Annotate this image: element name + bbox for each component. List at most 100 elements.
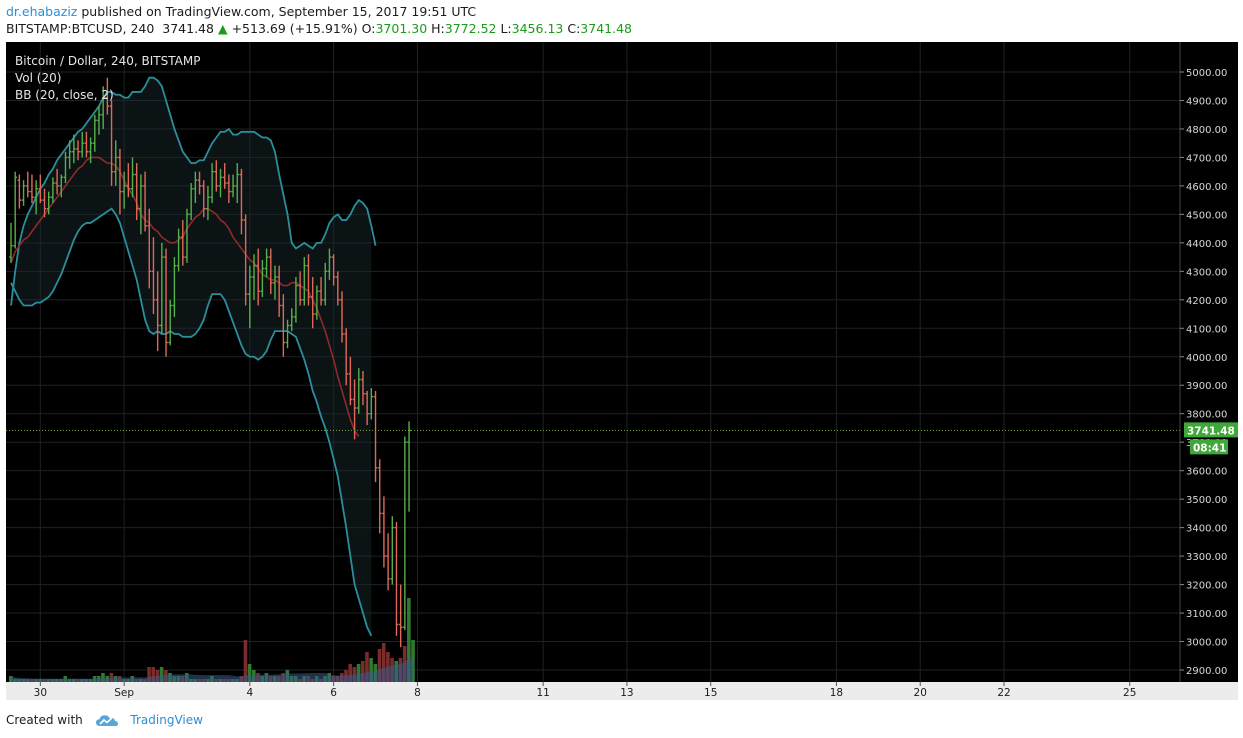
author-link[interactable]: dr.ehabaziz [6, 4, 78, 19]
ohlc-bar [210, 163, 214, 203]
y-tick-label: 3500.00 [1186, 495, 1227, 506]
volume-bars [9, 598, 415, 682]
volume-bar [247, 664, 252, 682]
ohlc-bar [348, 356, 353, 406]
ohlc-bar [164, 248, 168, 357]
volume-bar [9, 676, 13, 682]
tradingview-link[interactable]: TradingView [130, 713, 203, 727]
price-chart[interactable]: 2900.00 3000.00 3100.00 3200.00 3300.00 3400.… [6, 42, 1238, 700]
legend-bb: BB (20, close, 2) [15, 88, 114, 102]
ohlc-bar [294, 277, 298, 323]
volume-bar [377, 649, 382, 682]
ohlc-bar [239, 168, 244, 235]
ohlc-bar [160, 242, 164, 334]
ohlc-bar [46, 191, 51, 215]
plot-background [6, 42, 1180, 682]
ohlc-bar [302, 257, 307, 306]
bb-fill-area [11, 77, 372, 636]
ohlc-bar [88, 137, 93, 164]
y-tick-label: 4500.00 [1186, 210, 1227, 221]
ohlc-bar [356, 368, 361, 414]
ohlc-bar [373, 390, 378, 483]
ohlc-bar [268, 248, 273, 295]
x-tick-label: 13 [620, 687, 633, 699]
publish-line: dr.ehabaziz published on TradingView.com… [6, 4, 476, 19]
ohlc-bar [403, 436, 407, 631]
last-price-badge: 3741.48 08:41 [1184, 422, 1238, 455]
ohlc-bar [67, 140, 72, 169]
x-tick-label: 4 [246, 687, 253, 699]
y-tick-label: 3400.00 [1186, 524, 1227, 535]
ohlc-bar [319, 277, 323, 306]
countdown-badge-label: 08:41 [1193, 442, 1226, 454]
y-tick-label: 4900.00 [1186, 96, 1227, 107]
close-value: 3741.48 [580, 21, 632, 36]
ohlc-bar [382, 496, 386, 568]
ohlc-bar [323, 262, 328, 306]
y-tick-label: 4300.00 [1186, 267, 1227, 278]
volume-bar [159, 667, 164, 682]
tradingview-cloud-icon [95, 714, 118, 726]
ohlc-bar [310, 277, 315, 329]
high-value: 3772.52 [444, 21, 497, 36]
ohlc-bar [193, 171, 198, 203]
ohlc-bar [248, 265, 252, 329]
ohlc-bar [130, 157, 135, 198]
ohlc-bar [84, 131, 89, 158]
ohlc-bar [252, 254, 256, 300]
y-tick-label: 4000.00 [1186, 353, 1227, 364]
volume-bar [109, 673, 114, 682]
ohlc-bar [394, 521, 399, 636]
ohlc-bar [134, 163, 139, 221]
y-tick-label: 5000.00 [1186, 68, 1227, 79]
ohlc-bar [122, 171, 126, 209]
ohlc-bar [51, 177, 55, 203]
ohlc-bar [197, 171, 202, 195]
ohlc-bar [206, 185, 210, 221]
ohlc-bar [185, 208, 189, 263]
legend-volume: Vol (20) [15, 71, 61, 85]
y-tick-label: 3100.00 [1186, 609, 1227, 620]
close-label: C: [567, 21, 581, 36]
y-axis[interactable]: 2900.00 3000.00 3100.00 3200.00 3300.00 3400.… [1179, 42, 1238, 682]
y-tick-label: 4400.00 [1186, 239, 1227, 250]
ohlc-bar [340, 291, 344, 343]
created-with-label: Created with [6, 713, 83, 727]
ohlc-bar [227, 174, 231, 203]
ohlc-bar [361, 371, 365, 406]
volume-bar [356, 664, 361, 682]
volume-bar [407, 598, 411, 682]
y-tick-label: 2900.00 [1186, 666, 1227, 677]
x-tick-label: 6 [330, 687, 337, 699]
x-axis[interactable]: 30 Sep 4 6 8 11 13 15 18 20 22 25 [34, 682, 1137, 699]
high-label: H: [431, 21, 445, 36]
volume-bar [365, 652, 369, 682]
ohlc-bar [222, 163, 227, 189]
ohlc-bar [143, 171, 147, 232]
ohlc-bar [285, 319, 290, 349]
ohlc-bar [352, 379, 357, 440]
ohlc-bar [327, 248, 332, 280]
volume-bar [151, 667, 156, 682]
y-tick-label: 4600.00 [1186, 182, 1227, 193]
ohlc-bar [17, 174, 22, 209]
volume-bar [243, 640, 248, 682]
ohlc-bar [281, 294, 286, 357]
open-value: 3701.30 [375, 21, 428, 36]
ohlc-bar [80, 131, 85, 158]
x-tick-label: Sep [114, 687, 134, 699]
ohlc-bar [273, 265, 277, 300]
ohlc-bar [180, 220, 185, 266]
last-price: 3741.48 [162, 21, 214, 36]
ohlc-bar [176, 228, 181, 272]
change-value: +513.69 (+15.91%) [231, 21, 358, 36]
ohlc-bar [109, 100, 114, 186]
y-tick-label: 4700.00 [1186, 153, 1227, 164]
ohlc-bar [139, 174, 143, 235]
volume-bar [147, 667, 151, 682]
ohlc-bar [315, 285, 319, 320]
ohlc-bar [344, 328, 348, 386]
ohlc-bar [34, 180, 38, 215]
chart-area[interactable]: 2900.00 3000.00 3100.00 3200.00 3300.00 3400.… [6, 42, 1238, 700]
y-tick-label: 3600.00 [1186, 467, 1227, 478]
